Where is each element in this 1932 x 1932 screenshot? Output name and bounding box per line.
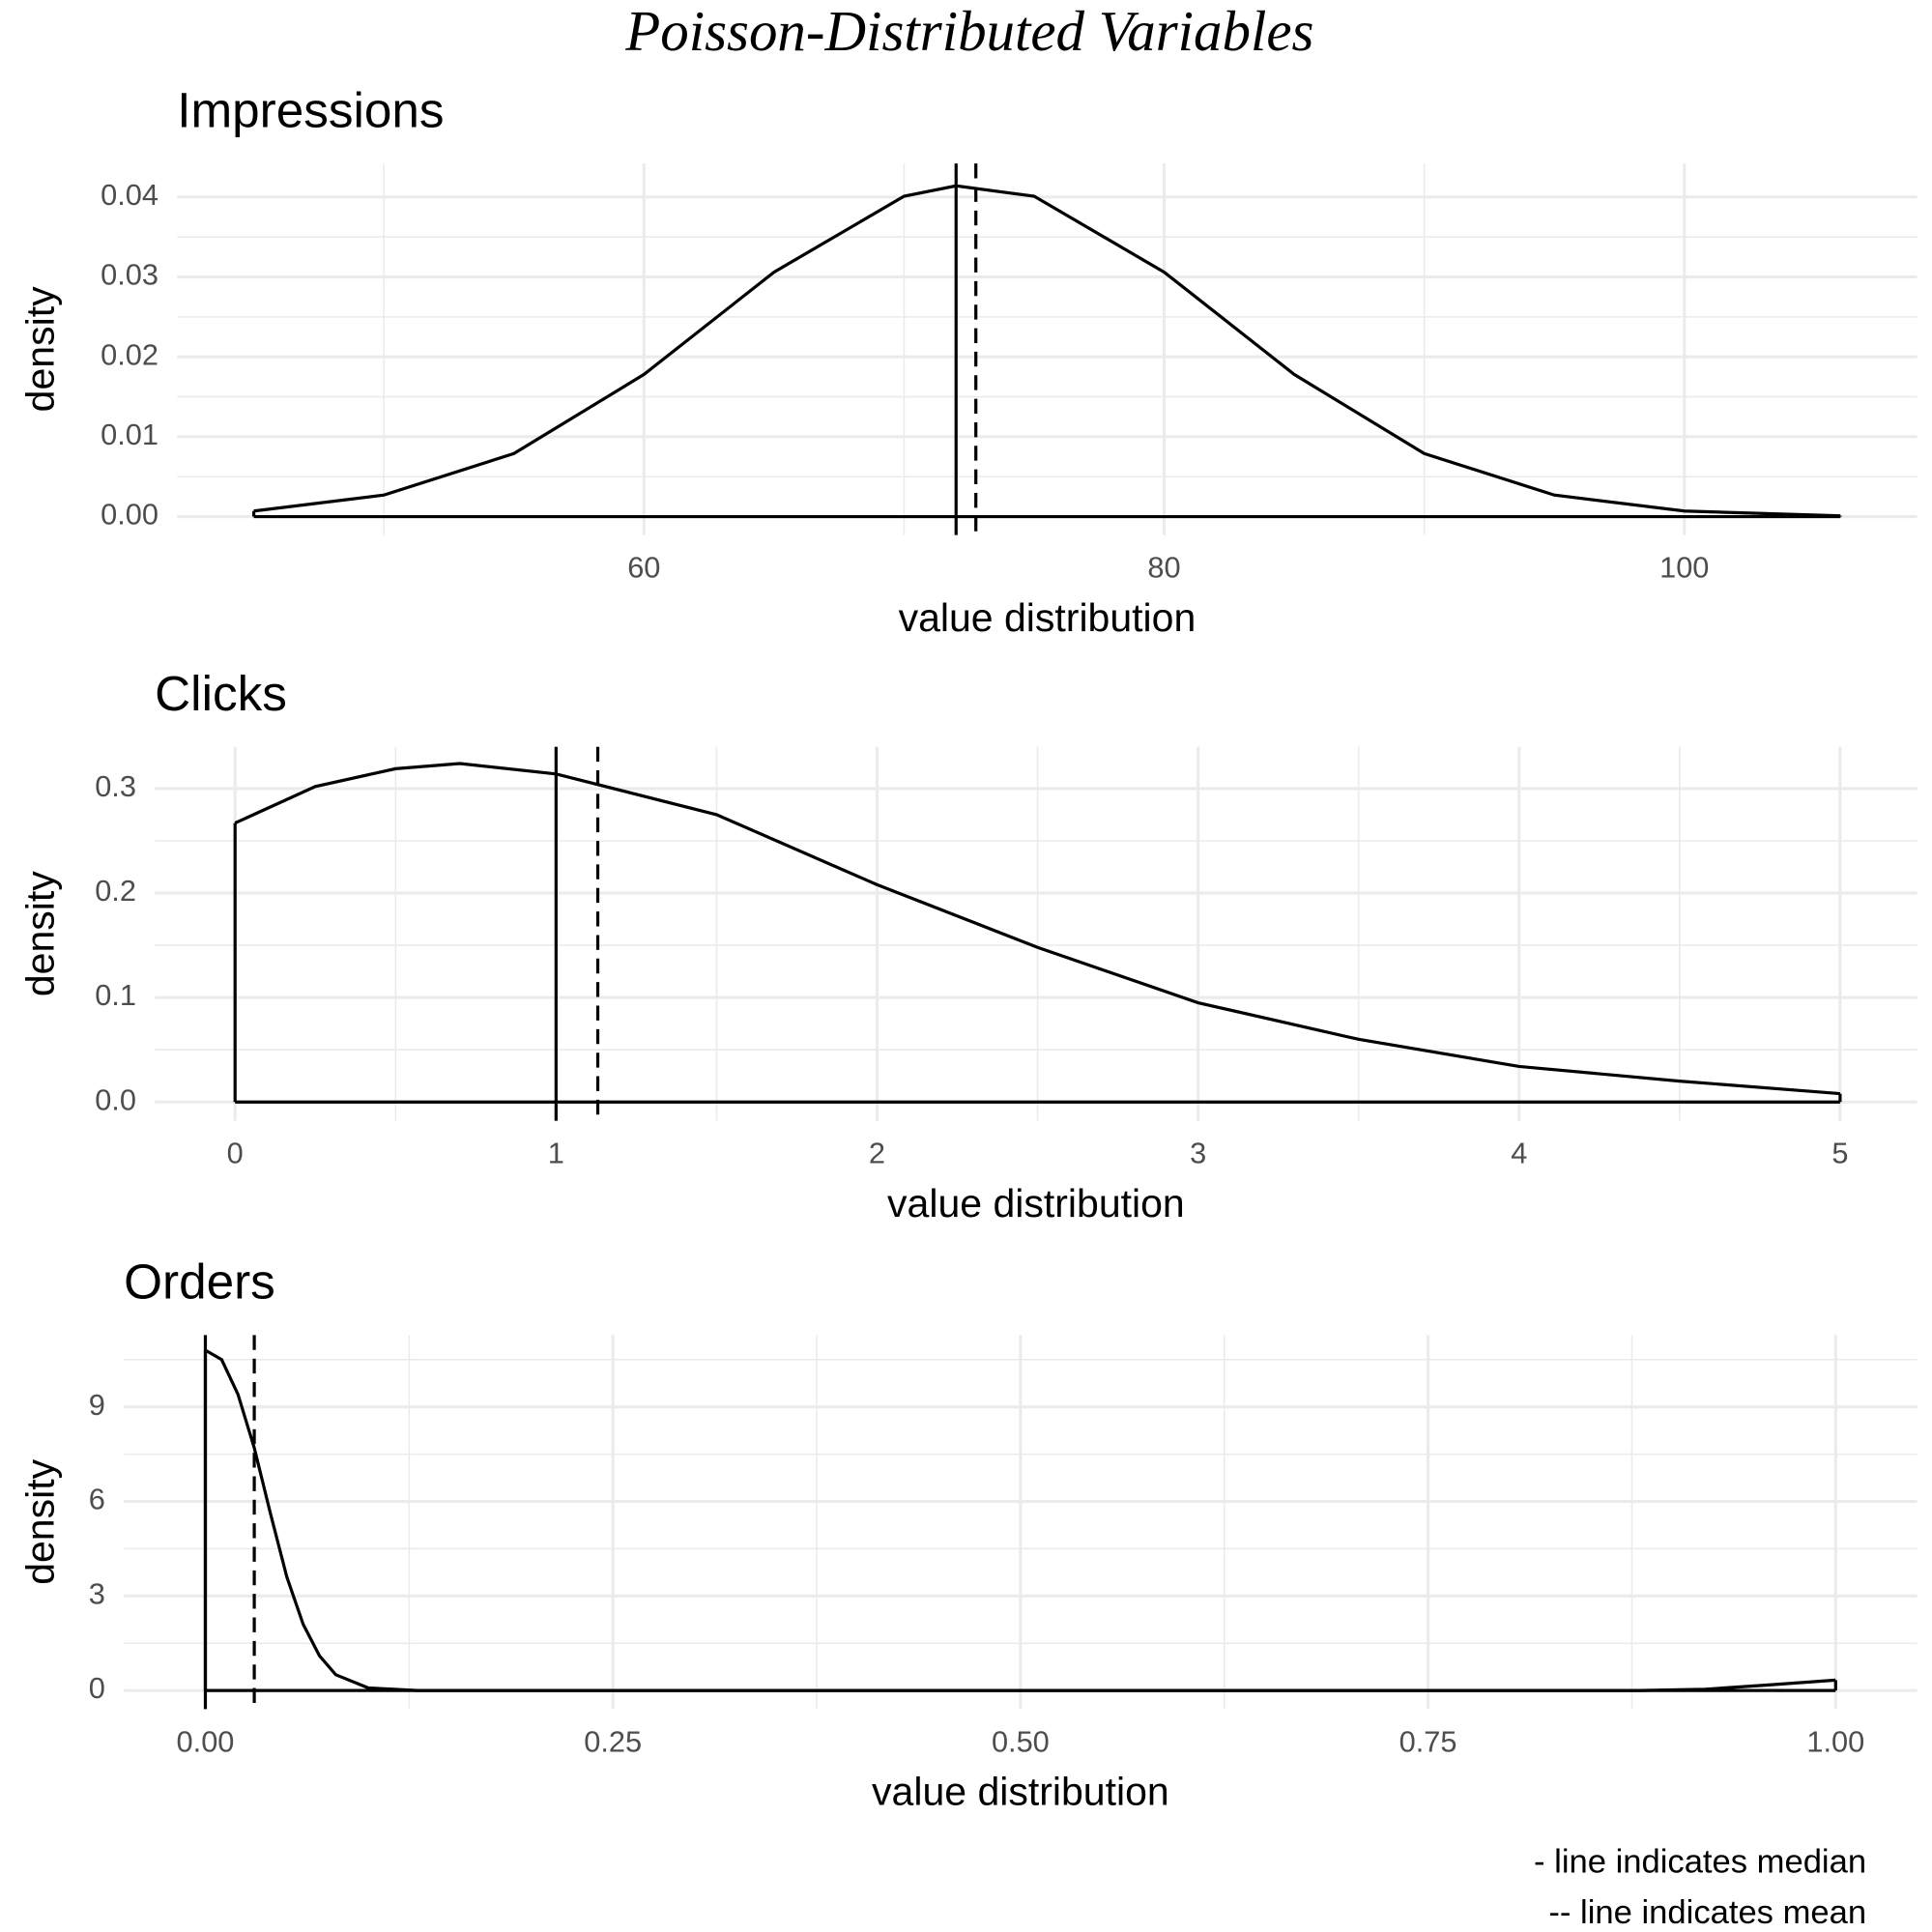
x-axis-title: value distribution <box>899 595 1197 640</box>
panel-title: Orders <box>124 1254 275 1310</box>
y-tick-label: 9 <box>89 1388 105 1422</box>
caption: -- line indicates mean <box>1548 1894 1866 1931</box>
caption: - line indicates median <box>1534 1844 1866 1881</box>
x-tick-label: 4 <box>1511 1137 1527 1170</box>
x-tick-label: 1.00 <box>1806 1724 1864 1758</box>
outline <box>233 822 1842 1104</box>
y-tick-label: 0.01 <box>101 418 159 451</box>
x-tick-label: 0.75 <box>1399 1724 1457 1758</box>
chart-title: Poisson-Distributed Variables <box>624 0 1313 63</box>
y-axis-title: density <box>18 1458 63 1584</box>
y-tick-label: 0.1 <box>95 978 136 1012</box>
y-tick-label: 0 <box>89 1671 105 1705</box>
x-tick-label: 0.50 <box>992 1724 1050 1758</box>
outline <box>252 510 1842 519</box>
y-tick-label: 6 <box>89 1483 105 1516</box>
density-line <box>253 184 1841 518</box>
y-tick-label: 0.00 <box>101 498 159 532</box>
y-tick-label: 3 <box>89 1576 105 1610</box>
panel-title: Impressions <box>177 82 444 137</box>
x-tick-label: 0.25 <box>584 1724 642 1758</box>
y-axis-title: density <box>18 871 63 996</box>
y-tick-label: 0.03 <box>101 258 159 292</box>
x-tick-label: 80 <box>1147 551 1180 585</box>
y-axis-title: density <box>18 286 63 412</box>
y-tick-label: 0.3 <box>95 769 136 803</box>
x-tick-label: 100 <box>1659 551 1709 585</box>
x-tick-label: 2 <box>869 1137 885 1170</box>
x-tick-label: 3 <box>1190 1137 1206 1170</box>
y-tick-label: 0.02 <box>101 337 159 371</box>
panel-title: Clicks <box>155 666 287 721</box>
x-axis-title: value distribution <box>872 1770 1169 1814</box>
x-tick-label: 5 <box>1831 1137 1848 1170</box>
x-tick-label: 0.00 <box>177 1724 235 1758</box>
y-tick-label: 0.0 <box>95 1082 136 1116</box>
density-line <box>234 762 1841 1096</box>
density-line <box>204 1348 1836 1692</box>
x-tick-label: 1 <box>548 1137 564 1170</box>
x-tick-label: 0 <box>227 1137 244 1170</box>
y-tick-label: 0.04 <box>101 178 159 212</box>
y-tick-label: 0.2 <box>95 874 136 908</box>
x-axis-title: value distribution <box>887 1181 1185 1226</box>
x-tick-label: 60 <box>627 551 660 585</box>
